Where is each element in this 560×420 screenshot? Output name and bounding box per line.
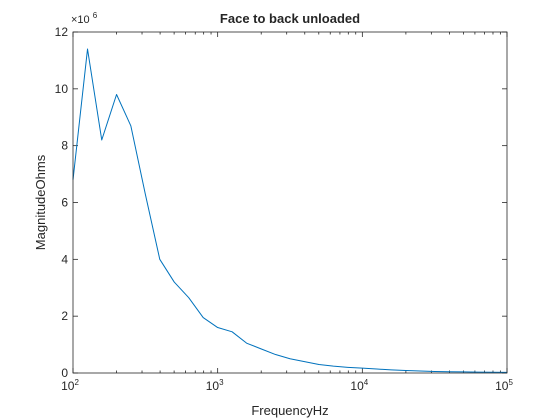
y-tick-label: 10 bbox=[55, 82, 69, 96]
y-axis-label: MagnitudeOhms bbox=[33, 154, 48, 250]
series-line-1 bbox=[72, 48, 508, 373]
x-tick-label-exponent: 3 bbox=[219, 378, 224, 387]
y-tick-label: 0 bbox=[61, 366, 68, 380]
x-tick-label: 105 bbox=[495, 378, 513, 393]
plot-box bbox=[72, 31, 508, 374]
y-tick-label: 4 bbox=[61, 252, 68, 266]
y-exponent-base: ×10 bbox=[71, 14, 90, 26]
x-tick-label: 103 bbox=[206, 378, 224, 393]
x-tick-label-base: 10 bbox=[206, 379, 220, 393]
plot-area bbox=[73, 32, 507, 373]
x-tick-label: 104 bbox=[350, 378, 368, 393]
x-tick-label-base: 10 bbox=[495, 379, 509, 393]
x-tick-label: 102 bbox=[61, 378, 79, 393]
x-tick-label-base: 10 bbox=[61, 379, 75, 393]
x-axis-label: FrequencyHz bbox=[251, 403, 328, 418]
y-axis-exponent: ×10 6 bbox=[71, 11, 98, 26]
chart-title: Face to back unloaded bbox=[220, 11, 360, 26]
x-tick-label-exponent: 5 bbox=[508, 378, 513, 387]
y-tick-label: 2 bbox=[61, 309, 68, 323]
y-tick-label: 12 bbox=[55, 25, 69, 39]
y-tick-label: 8 bbox=[61, 139, 68, 153]
x-tick-label-base: 10 bbox=[350, 379, 364, 393]
x-tick-label-exponent: 4 bbox=[364, 378, 369, 387]
x-tick-label-exponent: 2 bbox=[74, 378, 79, 387]
series-layer bbox=[72, 48, 508, 373]
y-tick-label: 6 bbox=[61, 196, 68, 210]
y-exponent-power: 6 bbox=[93, 11, 98, 20]
